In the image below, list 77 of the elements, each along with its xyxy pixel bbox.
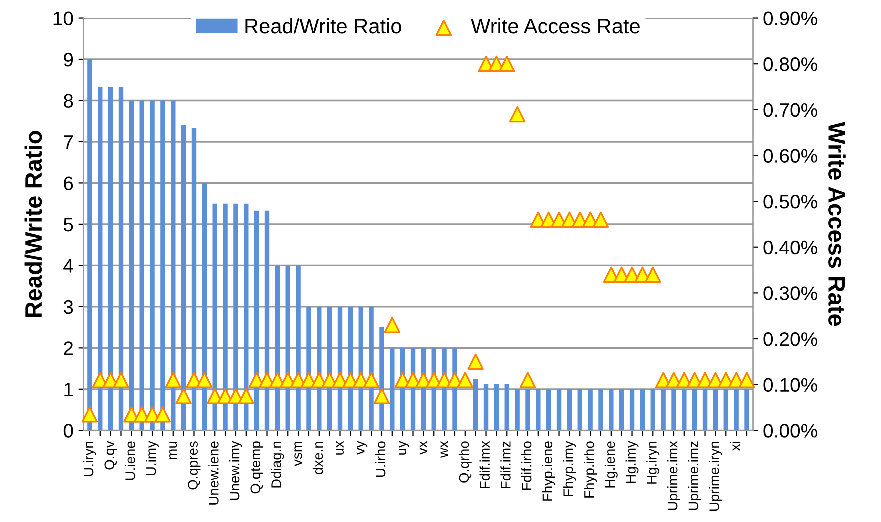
x-tick-label: Q.qtemp — [250, 442, 264, 494]
bar — [484, 384, 489, 431]
y-axis-title: Read/Write Ratio — [24, 131, 42, 318]
y-tick-label: 0 — [64, 424, 74, 438]
y-tick-label: 2 — [64, 342, 73, 356]
x-tick-label: Unew.iene — [208, 442, 219, 505]
y-tick-label: 10 — [54, 12, 74, 26]
y-tick-label: 3 — [64, 300, 74, 314]
bar — [473, 379, 478, 431]
bar — [598, 389, 604, 431]
x-tick-label: ux — [336, 441, 344, 455]
y2-tick-label: 0.40% — [764, 240, 818, 255]
bar — [515, 389, 520, 431]
y2-tick-label: 0.80% — [764, 58, 818, 72]
x-tick-label: Ddiag.n — [271, 442, 284, 488]
y-tick-label: 1 — [64, 383, 74, 396]
x-tick-label: Fdif.imz — [500, 442, 511, 489]
x-tick-label: vx — [420, 441, 428, 455]
bar — [504, 384, 510, 431]
y2-tick-label: 0.60% — [764, 149, 818, 163]
bar — [578, 389, 582, 431]
x-tick-label: Fhyp.irho — [584, 442, 598, 498]
x-tick-label: Hg.iene — [604, 442, 618, 488]
x-tick-label: Fhyp.iene — [542, 442, 556, 501]
y-tick-label: 9 — [64, 52, 74, 67]
bar — [620, 389, 624, 431]
y-tick-label: 4 — [64, 259, 74, 273]
x-tick-label: mu — [170, 442, 178, 460]
x-tick-label: xi — [730, 442, 740, 451]
x-tick-label: Q.qrho — [458, 442, 472, 483]
x-tick-label: Uprime.imx — [668, 441, 680, 510]
y2-tick-label: 0.10% — [764, 378, 818, 392]
y-tick-label: 5 — [64, 218, 74, 232]
x-tick-label: Fdif.imx — [480, 441, 490, 489]
y-tick-label: 8 — [64, 94, 74, 108]
y2-axis-title: Write Access Rate — [828, 122, 846, 326]
y2-tick-label: 0.30% — [764, 286, 818, 300]
x-tick-label: U.irho — [376, 442, 386, 478]
bar — [536, 389, 541, 431]
y2-tick-label: 0.50% — [764, 195, 818, 209]
bar — [556, 389, 562, 431]
x-tick-label: Uprime.imz — [688, 442, 702, 510]
bar — [630, 389, 635, 431]
x-tick-label: Uprime.iryn — [709, 442, 722, 511]
bar — [588, 389, 593, 431]
x-tick-label: uy — [399, 441, 410, 455]
bar — [390, 348, 395, 431]
x-tick-label: Hg.imy — [626, 441, 639, 484]
legend-label: Read/Write Ratio — [246, 18, 402, 34]
bar — [494, 384, 500, 431]
x-tick-label: vy — [357, 441, 368, 455]
x-tick-label: Hg.iryn — [646, 442, 660, 484]
bar — [546, 389, 552, 431]
x-tick-label: Fhyp.imy — [563, 441, 576, 496]
y2-tick-label: 0.00% — [764, 424, 818, 438]
x-tick-label: U.iene — [125, 442, 136, 480]
x-tick-label: vsm — [294, 442, 302, 466]
x-tick-label: U.imy — [146, 441, 159, 476]
bar — [526, 389, 530, 431]
x-tick-label: wx — [440, 441, 448, 458]
y-tick-label: 7 — [64, 136, 73, 150]
y2-tick-label: 0.90% — [764, 12, 818, 26]
y2-tick-label: 0.70% — [764, 103, 818, 118]
bar — [609, 389, 614, 431]
bar — [88, 60, 92, 431]
x-tick-label: U.iryn — [83, 442, 96, 476]
bar — [640, 389, 646, 431]
bar — [567, 389, 572, 431]
y-tick-label: 6 — [64, 176, 74, 190]
bar — [650, 389, 656, 431]
x-tick-label: Q.qpres — [188, 442, 201, 490]
x-tick-label: dxe.n — [312, 442, 324, 474]
x-tick-label: Q.qv — [104, 441, 118, 470]
y2-tick-label: 0.20% — [764, 332, 818, 346]
x-tick-label: Fdif.irho — [522, 442, 532, 490]
legend-label: Write Access Rate — [471, 18, 640, 34]
x-tick-label: Unew.imy — [229, 441, 242, 500]
